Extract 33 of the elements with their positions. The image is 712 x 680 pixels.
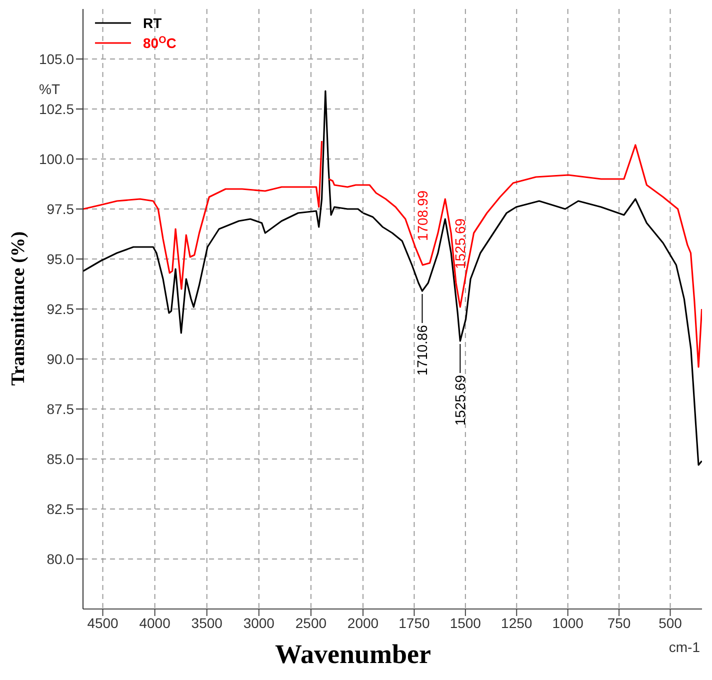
x-tick-label: 2500 <box>295 614 327 631</box>
x-tick-label: 1000 <box>552 614 584 631</box>
y-tick-label: 102.5 <box>38 100 74 117</box>
y-tick-label: 90.0 <box>46 350 74 367</box>
x-tick-label: 3000 <box>243 614 275 631</box>
annotation: 1710.86 <box>414 324 430 376</box>
x-tick-label: 2000 <box>347 614 379 631</box>
x-tick-label: 4500 <box>87 614 119 631</box>
annotation: 1525.69 <box>452 374 468 426</box>
x-tick-label: 750 <box>607 614 631 631</box>
annotation: 1525.69 <box>452 218 468 269</box>
y-tick-label: 85.0 <box>46 450 74 467</box>
legend-label: RT <box>143 15 162 31</box>
x-tick-label: 500 <box>658 614 682 631</box>
y-tick-label: 97.5 <box>46 200 74 217</box>
x-axis-title: Wavenumber <box>274 639 432 670</box>
text: %T <box>39 81 60 97</box>
y-tick-label: 87.5 <box>46 400 74 417</box>
y-tick-label: 80.0 <box>46 550 74 567</box>
y-axis-title: Transmittance (%) <box>8 231 29 386</box>
text: cm-1 <box>668 639 700 655</box>
x-tick-label: 1500 <box>450 614 482 631</box>
legend-label: 80$^{O}$C <box>143 34 176 51</box>
x-tick-label: 3500 <box>191 614 223 631</box>
y-tick-label: 100.0 <box>38 150 74 167</box>
x-tick-label: 1250 <box>501 614 532 631</box>
y-tick-label: 92.5 <box>46 300 74 317</box>
x-tick-label: 1750 <box>398 614 430 631</box>
y-tick-label: 105.0 <box>38 50 74 67</box>
y-tick-label: 95.0 <box>46 250 74 267</box>
annotation: 1708.99 <box>414 190 431 241</box>
x-tick-label: 4000 <box>139 614 171 631</box>
y-tick-label: 82.5 <box>46 500 74 517</box>
